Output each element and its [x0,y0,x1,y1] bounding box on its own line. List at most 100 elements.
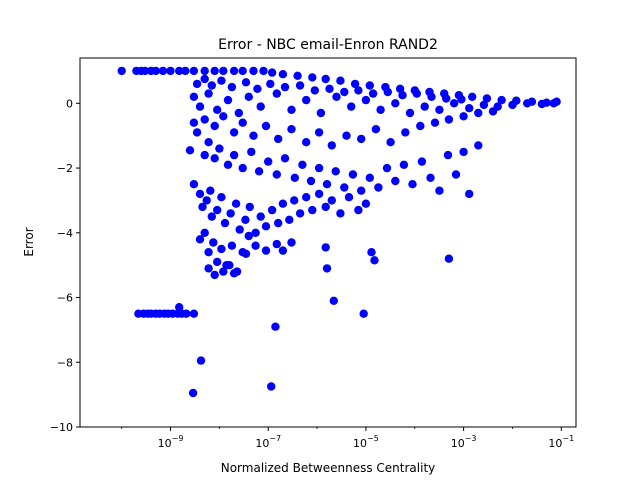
data-point [267,205,277,215]
data-point [278,199,288,208]
data-point [391,176,400,186]
data-point [327,141,336,150]
data-point [272,170,281,179]
data-point [359,309,368,318]
data-point [374,183,383,192]
data-point [322,180,332,189]
x-tick-label: 10−7 [255,434,281,450]
data-point [227,82,237,92]
data-point [331,167,340,176]
data-point [395,84,405,94]
x-tick-label: 10−1 [548,434,574,450]
data-point [280,154,290,163]
data-point [226,209,235,218]
y-tick-label: −2 [57,162,73,175]
y-tick-label: −6 [57,292,73,305]
data-point [316,108,326,118]
data-point [332,92,341,102]
data-point [350,79,360,89]
data-point [427,92,436,102]
data-point [368,89,378,98]
data-point [259,66,268,76]
data-point [278,246,288,255]
data-point [308,205,317,215]
data-point [293,71,302,81]
x-axis-label: Normalized Betweenness Centrality [221,461,436,475]
data-point [256,212,265,221]
data-point [189,180,199,189]
x-tick-label: 10−3 [451,434,477,450]
data-point [195,235,205,244]
data-point [285,215,294,224]
data-point [383,87,392,97]
data-point [430,118,440,127]
data-point [302,138,311,147]
data-point [361,95,371,105]
data-point [267,68,277,77]
data-point [314,128,324,137]
data-point [189,66,199,76]
data-point [451,170,461,179]
data-point [405,108,415,118]
data-point [158,66,168,76]
data-point [204,264,213,273]
data-point [444,115,454,124]
data-point [274,218,283,228]
data-point [245,202,254,212]
data-point [412,89,421,98]
data-point [290,196,299,205]
data-point [391,99,400,108]
data-point [342,131,351,140]
data-point [200,66,209,76]
data-point [354,205,363,215]
data-point [465,104,474,113]
data-point [181,66,190,76]
data-point [219,66,228,76]
x-tick-label: 10−5 [353,434,379,450]
data-point [459,147,468,157]
data-point [238,163,247,173]
data-point [508,100,517,110]
data-point [210,154,219,163]
data-point [241,215,250,224]
data-point [241,78,251,87]
data-point [166,66,175,76]
data-point [189,118,199,127]
data-point [238,118,247,127]
data-point [365,173,374,182]
data-point [175,66,184,76]
data-point [219,112,228,121]
data-point [195,189,205,199]
data-point [261,121,271,131]
data-point [344,193,354,202]
data-point [117,66,126,76]
data-points [117,66,561,398]
data-point [457,95,466,104]
data-point [241,249,251,258]
data-point [244,231,253,241]
data-point [376,105,385,115]
data-point [474,108,483,118]
data-point [215,144,224,153]
y-tick-label: 0 [66,97,73,110]
data-point [482,94,492,103]
data-point [272,239,281,249]
y-tick-label: −10 [50,421,73,434]
data-point [322,264,332,273]
data-point [200,115,209,124]
data-point [206,186,215,195]
data-point [213,105,222,115]
data-point [192,128,202,137]
data-point [244,92,253,102]
data-point [287,105,296,115]
data-point [371,125,381,134]
data-point [370,256,379,265]
data-point [192,79,202,89]
data-point [220,218,230,228]
data-point [247,147,256,157]
data-point [256,102,265,111]
data-point [474,141,483,150]
data-point [336,209,345,218]
data-point [321,243,330,252]
